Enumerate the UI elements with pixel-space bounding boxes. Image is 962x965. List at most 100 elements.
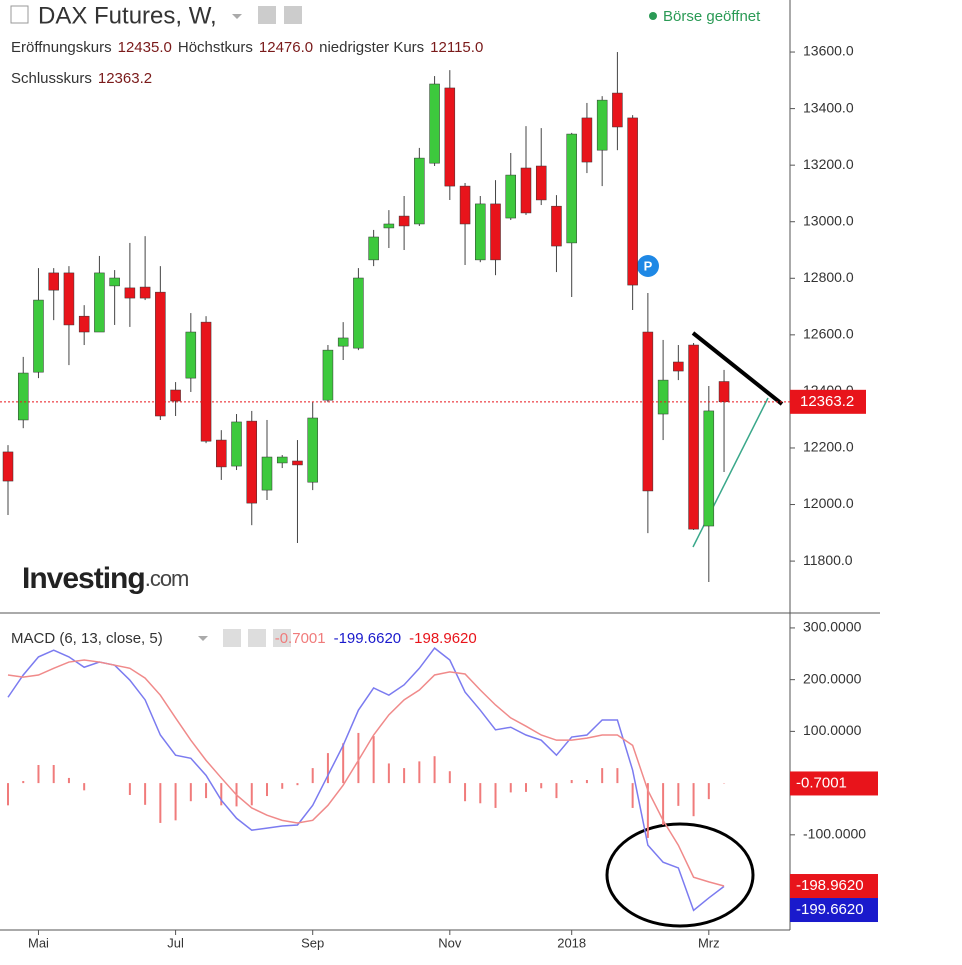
x-tick-label: Jul <box>167 935 184 950</box>
candle-body <box>246 420 258 504</box>
y-tick-label: 11800.0 <box>803 552 853 568</box>
y-tick-label: 12200.0 <box>803 439 854 455</box>
candle-body <box>368 236 379 261</box>
candle-body <box>459 185 471 225</box>
candle-body <box>383 223 395 229</box>
info-name: Schlusskurs <box>11 70 92 87</box>
value-box <box>790 898 878 923</box>
dropdown-icon[interactable] <box>198 636 208 641</box>
info-value: 12115.0 <box>430 39 483 56</box>
candle-body <box>216 439 227 468</box>
collapse-icon[interactable] <box>10 5 29 24</box>
candle-body <box>185 331 197 379</box>
info-value: 12363.2 <box>98 70 152 87</box>
y-tick-label: 13600.0 <box>803 43 854 59</box>
y-tick-label: 12000.0 <box>803 495 854 511</box>
ohlc-info: Schlusskurs 12363.2 <box>11 70 152 87</box>
candle-body <box>414 157 425 225</box>
value-box-label: -198.9620 <box>796 877 864 894</box>
candle-body <box>551 205 562 247</box>
candle-body <box>627 117 638 286</box>
candle-body <box>566 133 577 244</box>
candle-body <box>307 417 318 483</box>
indicator-name: MACD (6, 13, close, 5) <box>11 630 163 647</box>
candle-body <box>94 272 105 333</box>
candle-body <box>718 381 730 403</box>
indicator-line <box>7 659 725 887</box>
candle-body <box>337 337 349 347</box>
eye-icon[interactable] <box>223 629 241 647</box>
candle-body <box>505 174 517 219</box>
candle-body <box>657 379 669 415</box>
y-tick-label: 300.0000 <box>803 619 862 635</box>
candle-body <box>475 203 486 261</box>
candle-body <box>17 372 29 421</box>
current-price-label: 12363.2 <box>800 393 854 410</box>
y-tick-label: 12600.0 <box>803 326 854 342</box>
y-tick-label: 13000.0 <box>803 212 854 228</box>
candle-body <box>276 456 288 464</box>
chart-title: DAX Futures, W, <box>38 2 217 29</box>
info-name: niedrigster Kurs <box>319 39 424 56</box>
settings-icon[interactable] <box>284 6 302 24</box>
info-name: Eröffnungskurs <box>11 39 112 56</box>
market-status: Börse geöffnet <box>663 8 761 25</box>
candle-body <box>109 277 120 287</box>
settings-icon[interactable] <box>248 629 266 647</box>
indicator-value: -199.6620 <box>334 630 402 647</box>
watermark-suffix: .com <box>145 566 189 591</box>
x-tick-label: Mai <box>28 935 49 950</box>
indicator-value: -0.7001 <box>275 630 326 647</box>
y-tick-label: 12800.0 <box>803 269 854 285</box>
eye-icon[interactable] <box>258 6 276 24</box>
status-dot <box>649 12 657 20</box>
candle-body <box>398 215 410 227</box>
candle-body <box>596 99 608 151</box>
candle-body <box>535 165 547 201</box>
dropdown-icon[interactable] <box>232 14 242 19</box>
candle-body <box>200 321 212 442</box>
value-box-label: -0.7001 <box>796 774 847 791</box>
info-value: 12476.0 <box>259 39 313 56</box>
candle-body <box>292 460 303 466</box>
watermark-main: Investing <box>22 562 145 595</box>
y-tick-label: 13400.0 <box>803 99 854 115</box>
candle-body <box>33 299 44 373</box>
info-value: 12435.0 <box>118 39 172 56</box>
candle-body <box>490 203 501 261</box>
candle-body <box>48 272 59 291</box>
candle-body <box>2 451 14 482</box>
indicator-line <box>7 647 725 912</box>
event-marker[interactable] <box>637 255 659 277</box>
candle-body <box>520 167 532 214</box>
y-tick-label: -100.0000 <box>803 826 866 842</box>
indicator-value: -198.9620 <box>409 630 477 647</box>
candle-body <box>63 272 75 326</box>
candle-body <box>429 83 440 164</box>
ohlc-info: Eröffnungskurs 12435.0 Höchstkurs 12476.0 ni… <box>11 39 483 56</box>
highlight-ellipse <box>605 822 755 928</box>
x-tick-label: Sep <box>301 935 324 950</box>
candle-body <box>703 410 715 527</box>
candle-body <box>322 349 334 401</box>
value-box-label: -199.6620 <box>796 901 864 918</box>
value-box <box>790 771 878 796</box>
candle-body <box>261 456 273 491</box>
candle-body <box>139 286 151 299</box>
candle-body <box>78 315 90 333</box>
close-icon[interactable] <box>273 629 291 647</box>
x-tick-label: Mrz <box>698 935 720 950</box>
y-tick-label: 13200.0 <box>803 156 854 172</box>
x-tick-label: Nov <box>438 935 462 950</box>
candle-body <box>673 361 684 372</box>
y-tick-label: 200.0000 <box>803 670 862 686</box>
candle-body <box>124 287 136 299</box>
candle-body <box>353 277 364 349</box>
watermark: Investing.com <box>22 562 188 595</box>
candle-body <box>612 92 623 128</box>
indicator-title: MACD (6, 13, close, 5) -0.7001 -199.6620 -1… <box>11 630 477 647</box>
candle-body <box>444 87 456 187</box>
current-price-box <box>790 389 866 414</box>
